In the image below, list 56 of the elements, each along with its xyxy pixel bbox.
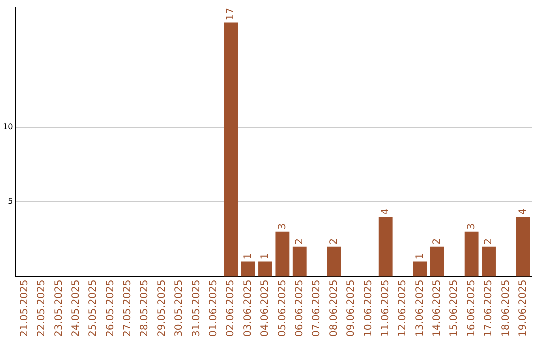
x-tick-label: 19.06.2025 bbox=[518, 280, 529, 338]
bar bbox=[413, 262, 428, 277]
data-label: 2 bbox=[432, 238, 444, 245]
bar bbox=[224, 22, 238, 277]
x-tick-label: 12.06.2025 bbox=[398, 280, 409, 338]
data-label: 1 bbox=[242, 253, 254, 260]
data-label: 2 bbox=[328, 238, 340, 245]
x-tick-label: 09.06.2025 bbox=[346, 280, 358, 338]
x-tick-label: 16.06.2025 bbox=[466, 280, 478, 338]
bar bbox=[292, 246, 307, 277]
x-tick-label: 04.06.2025 bbox=[260, 280, 272, 338]
x-tick-label: 07.06.2025 bbox=[312, 280, 323, 338]
x-tick-label: 18.06.2025 bbox=[500, 280, 512, 338]
bar bbox=[378, 216, 393, 277]
x-tick-label: 01.06.2025 bbox=[208, 280, 220, 338]
x-tick-label: 27.05.2025 bbox=[122, 280, 134, 338]
data-label: 17 bbox=[226, 8, 237, 21]
data-label: 4 bbox=[518, 208, 529, 215]
x-tick-label: 06.06.2025 bbox=[294, 280, 306, 338]
data-label: 1 bbox=[414, 253, 426, 260]
x-tick-label: 05.06.2025 bbox=[277, 280, 288, 338]
bar bbox=[464, 232, 479, 277]
bar bbox=[241, 262, 256, 277]
y-tick-label: 5 bbox=[8, 197, 14, 206]
x-tick-label: 10.06.2025 bbox=[363, 280, 374, 338]
bar bbox=[327, 246, 342, 277]
y-tick-label: 10 bbox=[2, 122, 14, 132]
bar bbox=[430, 246, 444, 277]
bar bbox=[482, 246, 496, 277]
x-tick-label: 15.06.2025 bbox=[449, 280, 460, 338]
data-label: 3 bbox=[466, 224, 478, 230]
x-tick-label: 02.06.2025 bbox=[226, 280, 237, 338]
data-label: 2 bbox=[484, 238, 495, 245]
x-tick-label: 03.06.2025 bbox=[242, 280, 254, 338]
x-tick-label: 24.05.2025 bbox=[70, 280, 82, 338]
x-tick-label: 14.06.2025 bbox=[432, 280, 444, 338]
x-tick-label: 08.06.2025 bbox=[328, 280, 340, 338]
x-tick-label: 11.06.2025 bbox=[380, 280, 392, 338]
data-label: 4 bbox=[380, 208, 392, 215]
x-tick-label: 29.05.2025 bbox=[156, 280, 168, 338]
x-tick-label: 25.05.2025 bbox=[88, 280, 100, 338]
x-tick-label: 22.05.2025 bbox=[36, 280, 48, 338]
data-label: 1 bbox=[260, 253, 272, 260]
x-tick-label: 26.05.2025 bbox=[105, 280, 116, 338]
data-label: 3 bbox=[277, 224, 288, 230]
x-tick-label: 28.05.2025 bbox=[140, 280, 151, 338]
x-tick-label: 31.05.2025 bbox=[191, 280, 202, 338]
bar bbox=[516, 216, 530, 277]
bar bbox=[258, 262, 272, 277]
x-tick-label: 17.06.2025 bbox=[484, 280, 495, 338]
x-tick-label: 21.05.2025 bbox=[19, 280, 30, 338]
bar bbox=[276, 232, 290, 277]
data-label: 2 bbox=[294, 238, 306, 245]
x-tick-label: 13.06.2025 bbox=[414, 280, 426, 338]
x-tick-label: 30.05.2025 bbox=[174, 280, 186, 338]
x-tick-label: 23.05.2025 bbox=[54, 280, 65, 338]
